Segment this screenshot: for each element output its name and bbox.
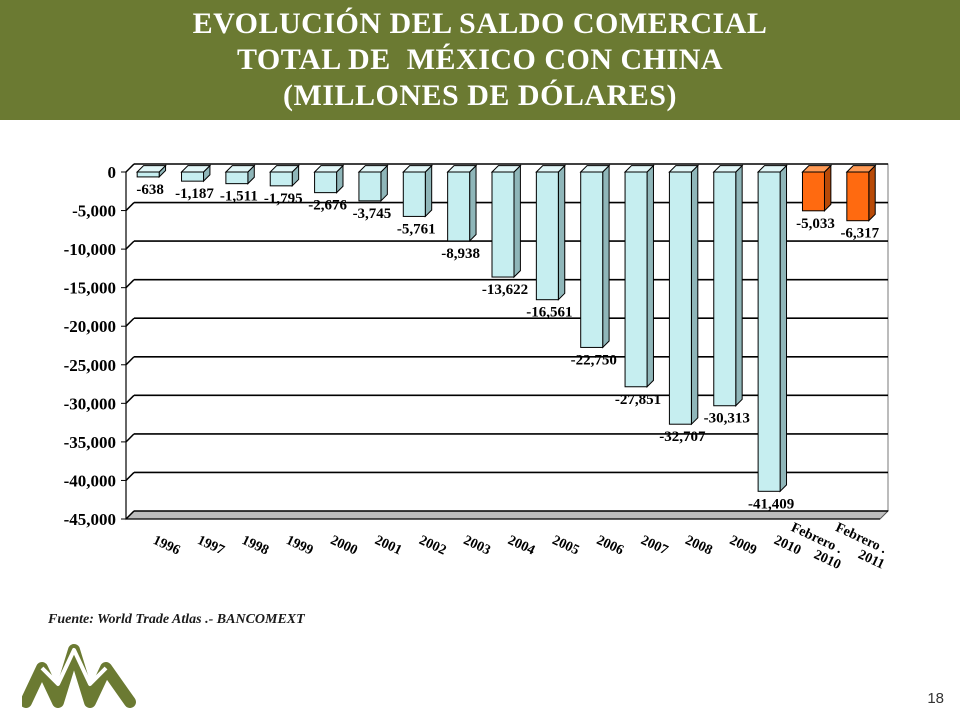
data-label: -13,622 [482,282,528,298]
y-tick-label: -40,000 [64,471,116,490]
data-label: -1,187 [175,186,214,202]
x-tick-label: 2000 [328,533,360,558]
bar [314,171,338,194]
bar [624,171,648,388]
data-label: -6,317 [840,226,879,242]
x-tick-label: 1999 [284,533,316,558]
data-label: -16,561 [526,305,572,321]
gridline-depth [125,510,135,520]
chart-title-line-3: (MILLONES DE DÓLARES) [283,79,677,112]
x-tick-label: 2008 [683,533,715,558]
data-label: -30,313 [704,411,750,427]
data-label: -1,511 [220,189,258,205]
bar [713,171,737,407]
bar [535,171,559,301]
x-tick-label: 2007 [638,533,670,558]
data-label: -32,707 [659,429,706,445]
gridline-depth [125,202,135,212]
data-label: -5,033 [796,216,835,232]
y-tick-label: 0 [108,163,117,182]
bar-side [557,164,566,301]
gridline-depth [125,433,135,443]
y-tick-label: -10,000 [64,240,116,259]
bar [580,171,604,348]
bar [801,171,825,212]
y-tick-label: -35,000 [64,433,116,452]
y-tick-label: -20,000 [64,317,116,336]
bar-side [513,164,521,279]
x-tick-label: 1998 [239,533,271,558]
data-label: -638 [136,182,164,198]
chart-title-line-2: TOTAL DE MÉXICO CON CHINA [236,43,724,76]
page-number: 18 [927,690,944,707]
data-label: -27,851 [615,392,661,408]
data-label: -41,409 [748,496,794,512]
gridline-depth [125,240,135,250]
x-tick-label: 2006 [594,533,626,558]
source-note: Fuente: World Trade Atlas .- BANCOMEXT [48,612,305,627]
x-tick-label: 2001 [372,533,404,558]
bar [136,171,160,178]
data-label: -3,745 [353,206,392,222]
bar-side [823,164,832,213]
bar [225,171,249,185]
chart-title-line-1: EVOLUCIÓN DEL SALDO COMERCIAL [192,7,768,40]
bar-side [469,164,477,243]
x-tick-label: 2002 [417,533,449,558]
y-tick-label: -5,000 [72,202,116,221]
bar-side [735,164,743,407]
data-label: -2,676 [308,198,347,214]
bar [491,171,515,278]
bar [447,171,471,242]
y-tick-label: -45,000 [64,510,116,529]
data-label: -22,750 [571,352,617,368]
x-tick-label: 2003 [461,533,493,558]
x-tick-label: 1997 [195,533,227,558]
bar-side [868,164,876,222]
gridline-depth [125,356,135,366]
data-label: -8,938 [441,246,480,262]
title-banner: EVOLUCIÓN DEL SALDO COMERCIAL TOTAL DE M… [0,0,960,120]
x-tick-label: 2004 [505,533,537,558]
company-logo [22,644,136,708]
bar [358,171,382,202]
x-tick-label: 2009 [727,533,759,558]
bar [668,171,692,425]
x-tick-label: 1996 [150,533,182,558]
gridline-depth [125,471,135,481]
data-label: -5,761 [397,221,436,237]
bar [757,171,781,492]
gridline-depth [125,279,135,289]
y-tick-label: -15,000 [64,279,116,298]
bar-side [779,164,788,493]
bar-side [646,164,654,388]
bar [846,171,870,222]
y-tick-label: -30,000 [64,394,116,413]
bar-side [690,164,699,426]
trade-balance-bar-chart: 0 -5,000 -10,000 -15,000 -20,000 -25,000 -30,0… [64,163,890,573]
bar [402,171,426,217]
bar [181,171,205,182]
data-label: -1,795 [264,191,303,207]
y-tick-label: -25,000 [64,356,116,375]
gridline-depth [125,163,135,173]
bar [269,171,293,187]
gridline-depth [125,394,135,404]
x-tick-label: 2005 [550,533,582,558]
bar-side [424,164,433,218]
bar-side [602,164,610,349]
gridline-depth [125,317,135,327]
